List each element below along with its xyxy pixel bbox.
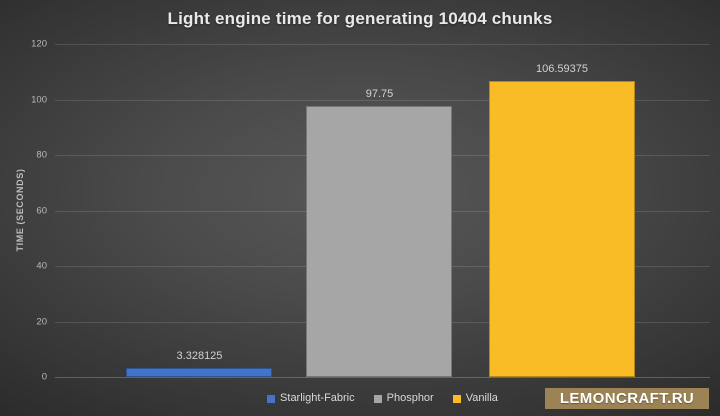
legend-swatch-vanilla: [452, 394, 461, 403]
legend-swatch-phosphor: [373, 394, 382, 403]
y-tick-label-100: 100: [31, 93, 47, 105]
bar-starlight-fabric: [126, 367, 273, 377]
y-tick-label-120: 120: [31, 38, 47, 50]
y-tick-label-40: 40: [36, 260, 47, 272]
legend-label-starlight-fabric: Starlight-Fabric: [280, 392, 355, 404]
y-axis-title: TIME (SECONDS): [15, 168, 25, 252]
gridline-y-100: [55, 99, 710, 101]
bar-value-label-phosphor: 97.75: [365, 87, 394, 100]
plot-area: 0 20 40 60 80 100 120 3.328125 97.75 106.59375: [31, 39, 710, 381]
legend-label-phosphor: Phosphor: [386, 392, 434, 404]
y-tick-label-20: 20: [36, 315, 47, 327]
gridline-y-0: [55, 377, 710, 378]
legend-item-vanilla: Vanilla: [452, 392, 498, 404]
watermark-badge: LEMONCRAFT.RU: [545, 388, 709, 409]
legend-swatch-starlight-fabric: [267, 394, 276, 403]
legend-item-starlight-fabric: Starlight-Fabric: [267, 393, 355, 404]
gridline-y-120: [55, 44, 710, 45]
bar-value-label-vanilla: 106.59375: [535, 63, 588, 76]
legend-item-phosphor: Phosphor: [373, 392, 434, 404]
y-tick-label-80: 80: [36, 149, 47, 161]
legend-label-vanilla: Vanilla: [465, 392, 498, 404]
bar-vanilla: [488, 81, 635, 377]
legend: Starlight-Fabric Phosphor Vanilla: [55, 391, 710, 406]
bar-phosphor: [306, 105, 453, 377]
y-tick-label-0: 0: [41, 371, 47, 383]
chart-title: Light engine time for generating 10404 c…: [167, 9, 553, 28]
y-tick-label-60: 60: [36, 204, 47, 216]
bar-value-label-starlight-fabric: 3.328125: [176, 349, 223, 362]
